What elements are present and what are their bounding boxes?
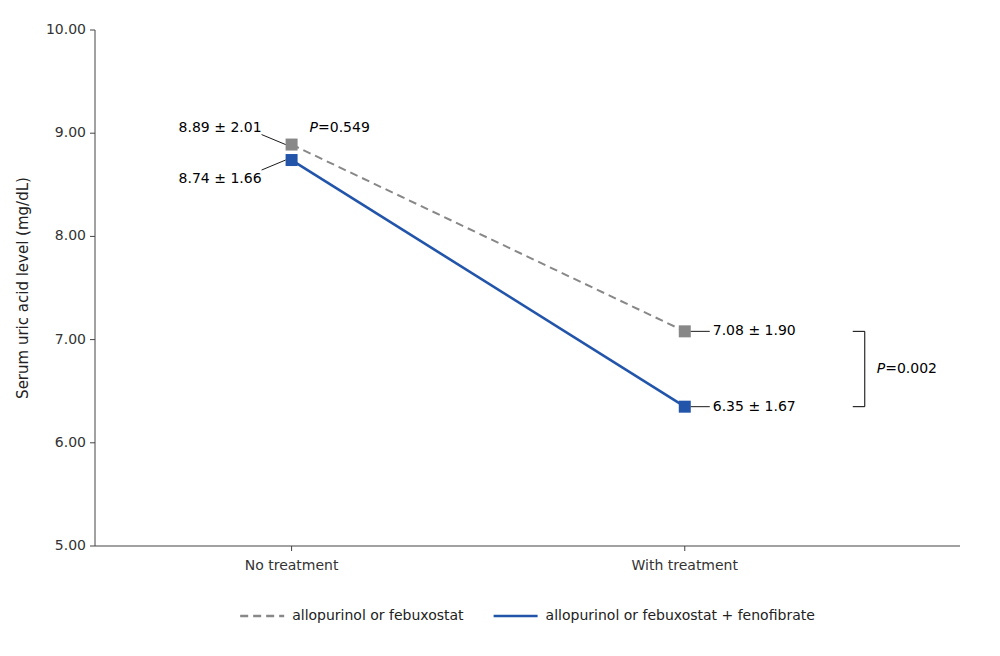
y-tick-label: 6.00	[55, 434, 86, 450]
legend-swatch	[240, 615, 284, 618]
series-line	[292, 160, 685, 407]
legend-label: allopurinol or febuxostat	[292, 607, 464, 623]
legend-label: allopurinol or febuxostat + fenofibrate	[546, 607, 815, 623]
annotation-line	[262, 135, 286, 145]
series-line	[292, 145, 685, 332]
chart: 5.00 6.00 7.00 8.00 9.00 10.00 No treatment Wit…	[0, 0, 1000, 656]
y-tick	[90, 30, 95, 31]
p-value: P=0.549	[310, 119, 370, 135]
series-marker	[679, 325, 691, 337]
annotation: 8.89 ± 2.01	[179, 119, 262, 135]
annotation: 6.35 ± 1.67	[713, 398, 796, 414]
annotation: 8.74 ± 1.66	[179, 170, 262, 186]
x-tick	[291, 546, 292, 551]
y-tick	[90, 546, 95, 547]
y-tick-label: 8.00	[55, 227, 86, 243]
annotation-line	[691, 406, 710, 407]
x-tick	[684, 546, 685, 551]
bracket	[853, 331, 865, 406]
series-marker	[286, 154, 298, 166]
legend-item: allopurinol or febuxostat + fenofibrate	[494, 607, 815, 623]
p-value: P=0.002	[877, 360, 937, 376]
y-tick-label: 9.00	[55, 124, 86, 140]
y-tick	[90, 442, 95, 443]
annotation-line	[691, 331, 710, 332]
x-axis	[95, 546, 960, 547]
series-marker	[679, 401, 691, 413]
y-tick-label: 10.00	[46, 21, 86, 37]
y-axis	[95, 30, 96, 546]
x-tick-label: With treatment	[632, 557, 739, 573]
annotation-line	[262, 160, 286, 170]
y-axis-label: Serum uric acid level (mg/dL)	[14, 177, 32, 399]
y-tick-label: 7.00	[55, 331, 86, 347]
legend-item: allopurinol or febuxostat	[240, 607, 464, 623]
y-tick-label: 5.00	[55, 537, 86, 553]
y-tick	[90, 236, 95, 237]
y-tick	[90, 339, 95, 340]
series-marker	[286, 139, 298, 151]
y-tick	[90, 133, 95, 134]
annotation: 7.08 ± 1.90	[713, 322, 796, 338]
plot-area	[286, 139, 691, 413]
legend: allopurinol or febuxostat allopurinol or …	[240, 607, 815, 623]
legend-swatch	[494, 615, 538, 618]
x-tick-label: No treatment	[245, 557, 339, 573]
